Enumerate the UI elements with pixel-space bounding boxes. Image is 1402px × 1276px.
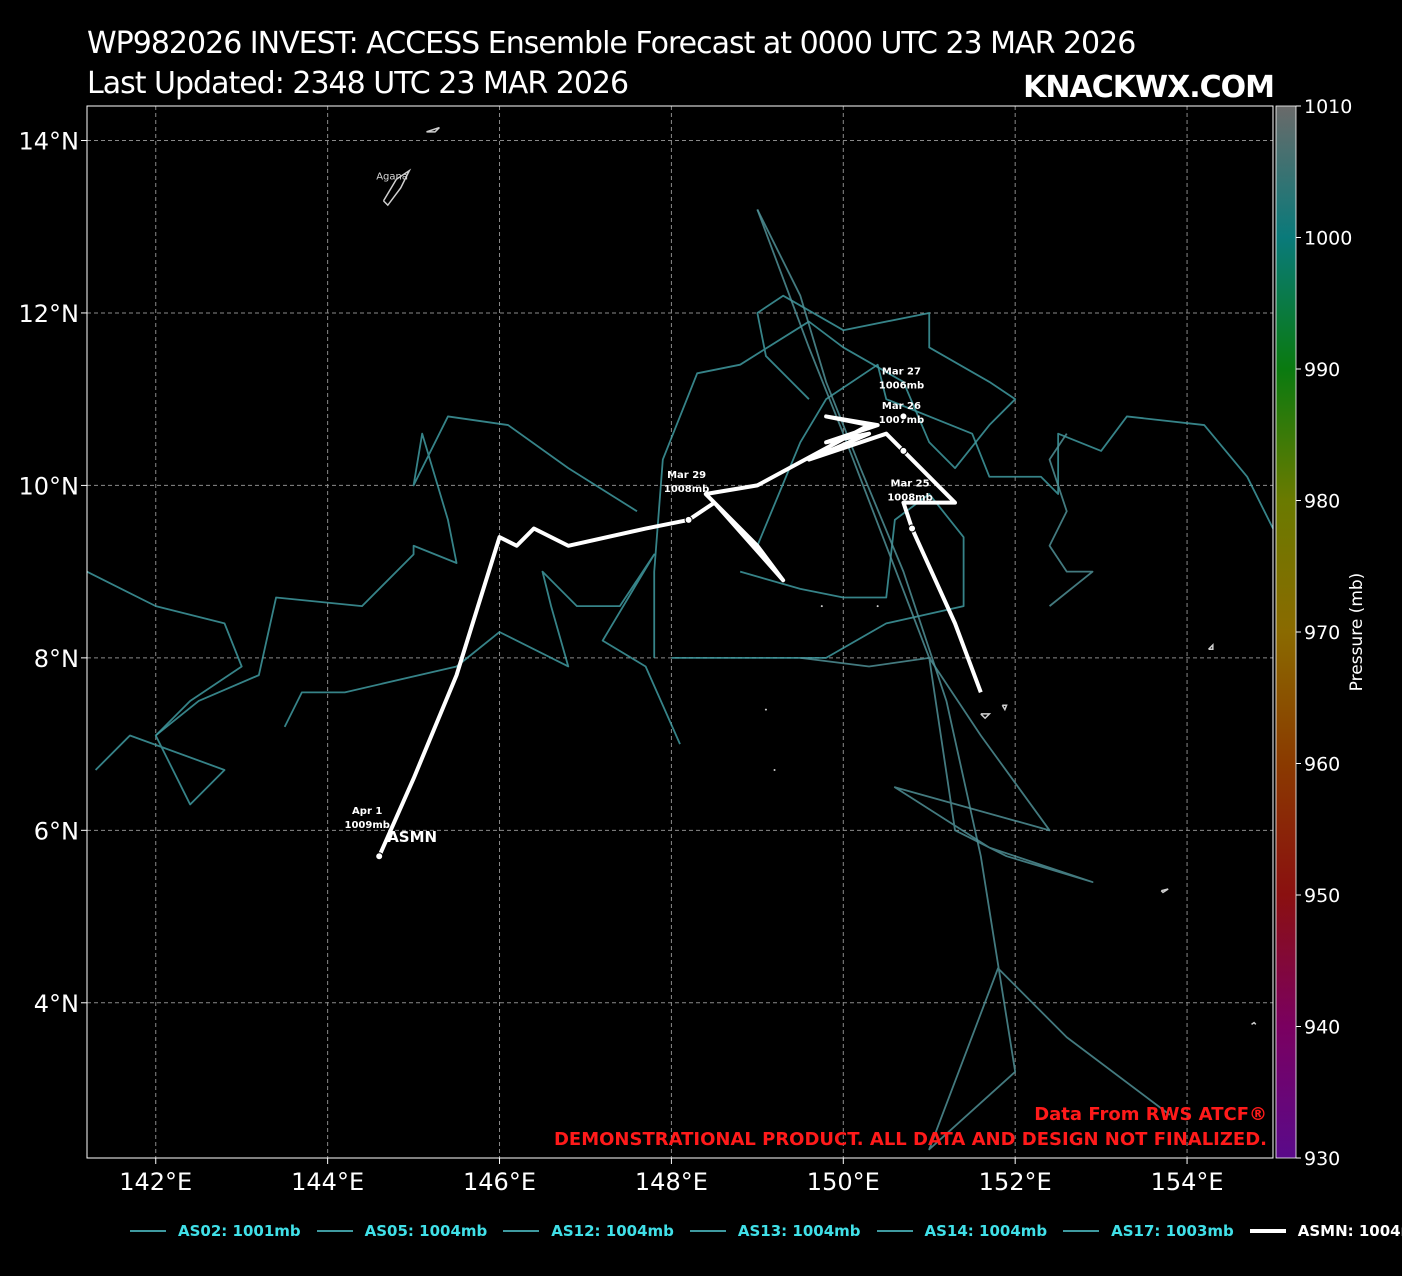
legend-label: ASMN: 1004mb: [1297, 1222, 1402, 1240]
legend-swatch: [130, 1230, 166, 1232]
lat-tick-label: 8°N: [34, 645, 79, 673]
legend-item: AS12: 1004mb: [503, 1222, 674, 1240]
track-point: [375, 852, 384, 861]
mean-track: [377, 414, 983, 858]
island-dot: [764, 708, 767, 711]
lon-tick-label: 148°E: [635, 1168, 708, 1196]
colorbar-tick-label: 990: [1304, 359, 1340, 381]
plot-frame: [86, 105, 1274, 1159]
lat-tick-label: 4°N: [34, 990, 79, 1018]
lat-tick-label: 14°N: [19, 127, 80, 155]
island-outline: [1251, 1021, 1257, 1025]
pressure-colorbar: 930 940 950 960 970 980 990 1000 1010 Pressure (m…: [1275, 96, 1367, 1170]
colorbar-tick-label: 960: [1304, 754, 1340, 776]
lat-tick-label: 12°N: [19, 300, 80, 328]
track-date-label: Mar 26: [882, 401, 921, 412]
legend-label: AS05: 1004mb: [364, 1222, 488, 1240]
legend-swatch: [503, 1230, 540, 1232]
legend-label: AS14: 1004mb: [924, 1222, 1048, 1240]
lon-tick-label: 150°E: [807, 1168, 880, 1196]
ensemble-track: [756, 363, 1274, 547]
colorbar-tick-label: 930: [1304, 1148, 1340, 1170]
track-pressure-label: 1007mb: [879, 415, 924, 426]
brand-logo-text: KNACKWX.COM: [1023, 70, 1275, 105]
ensemble-track: [1048, 433, 1094, 607]
track-pressure-label: 1009mb: [344, 820, 389, 831]
track-pressure-label: 1008mb: [887, 493, 932, 504]
last-updated: Last Updated: 2348 UTC 23 MAR 2026: [87, 66, 629, 101]
island-dot: [820, 605, 823, 608]
track-date-label: Mar 29: [667, 470, 706, 481]
legend-item: ASMN: 1004mb: [1249, 1222, 1402, 1240]
colorbar-tick-label: 1010: [1304, 96, 1352, 118]
legend-item: AS14: 1004mb: [876, 1222, 1048, 1240]
legend-label: AS12: 1004mb: [551, 1222, 674, 1240]
track-date-label: Mar 25: [891, 479, 930, 490]
lat-tick-label: 6°N: [34, 817, 79, 845]
legend-item: AS17: 1003mb: [1063, 1222, 1234, 1240]
place-label-agana: Agana: [376, 171, 408, 182]
legend-item: AS05: 1004mb: [316, 1222, 488, 1240]
land-outlines: Agana: [376, 126, 1257, 1025]
track-point: [684, 515, 693, 524]
track-labels: Mar 25 1008mb Mar 26 1007mb Mar 27 1006mb Mar …: [344, 366, 933, 861]
grid: [87, 106, 1273, 1158]
legend-swatch: [1249, 1229, 1286, 1233]
disclaimer: DEMONSTRATIONAL PRODUCT. ALL DATA AND DE…: [554, 1129, 1267, 1150]
island-outline: [382, 168, 412, 207]
island-outline: [1208, 643, 1214, 650]
island-outline: [1001, 704, 1008, 712]
axis-ticks: 142°E 144°E 146°E 148°E 150°E 152°E 154°E 4°N 6°…: [19, 127, 1224, 1196]
island-outline: [426, 126, 440, 133]
legend-swatch: [316, 1230, 353, 1232]
colorbar-tick-label: 940: [1304, 1017, 1340, 1039]
legend-item: AS13: 1004mb: [689, 1222, 861, 1240]
lon-tick-label: 154°E: [1151, 1168, 1224, 1196]
legend-label: AS17: 1003mb: [1111, 1222, 1234, 1240]
island-outline: [980, 713, 992, 720]
ensemble-track: [155, 415, 638, 737]
track-point: [899, 412, 908, 421]
ensemble-tracks: [86, 209, 1274, 1151]
colorbar-tick-label: 980: [1304, 491, 1340, 513]
data-credit: Data From RWS ATCF®: [1034, 1104, 1267, 1125]
colorbar-tick-label: 970: [1304, 622, 1340, 644]
ensemble-track: [86, 570, 243, 806]
legend-swatch: [689, 1230, 726, 1232]
legend-label: AS02: 1001mb: [178, 1222, 301, 1240]
island-outline: [1160, 888, 1169, 894]
lon-tick-label: 144°E: [291, 1168, 364, 1196]
legend-item: AS02: 1001mb: [130, 1222, 301, 1240]
chart-title: WP982026 INVEST: ACCESS Ensemble Forecas…: [87, 26, 1136, 61]
track-point: [899, 446, 908, 455]
colorbar-gradient: [1275, 105, 1297, 1159]
island-dot: [876, 605, 879, 608]
legend-label: AS13: 1004mb: [737, 1222, 861, 1240]
track-date-label: Mar 27: [882, 366, 921, 377]
mean-track-name: ASMN: [387, 828, 437, 846]
lat-tick-label: 10°N: [19, 472, 80, 500]
track-point: [908, 524, 917, 533]
colorbar-tick-label: 950: [1304, 885, 1340, 907]
colorbar-tick-label: 1000: [1304, 228, 1352, 250]
ensemble-track: [756, 209, 1171, 1151]
track-date-label: Apr 1: [352, 806, 382, 817]
ensemble-track: [671, 493, 965, 659]
ensemble-track: [756, 209, 1094, 883]
track-pressure-label: 1006mb: [879, 380, 924, 391]
island-dot: [773, 768, 776, 771]
ensemble-track: [283, 553, 681, 745]
ensemble-track: [653, 294, 1017, 658]
track-pressure-label: 1008mb: [664, 484, 709, 495]
lon-tick-label: 152°E: [979, 1168, 1052, 1196]
legend: AS02: 1001mb AS05: 1004mb AS12: 1004mb AS13…: [130, 1222, 1402, 1240]
legend-swatch: [1063, 1230, 1100, 1232]
legend-swatch: [876, 1230, 913, 1232]
lon-tick-label: 142°E: [119, 1168, 192, 1196]
colorbar-label: Pressure (mb): [1347, 573, 1367, 692]
lon-tick-label: 146°E: [463, 1168, 536, 1196]
